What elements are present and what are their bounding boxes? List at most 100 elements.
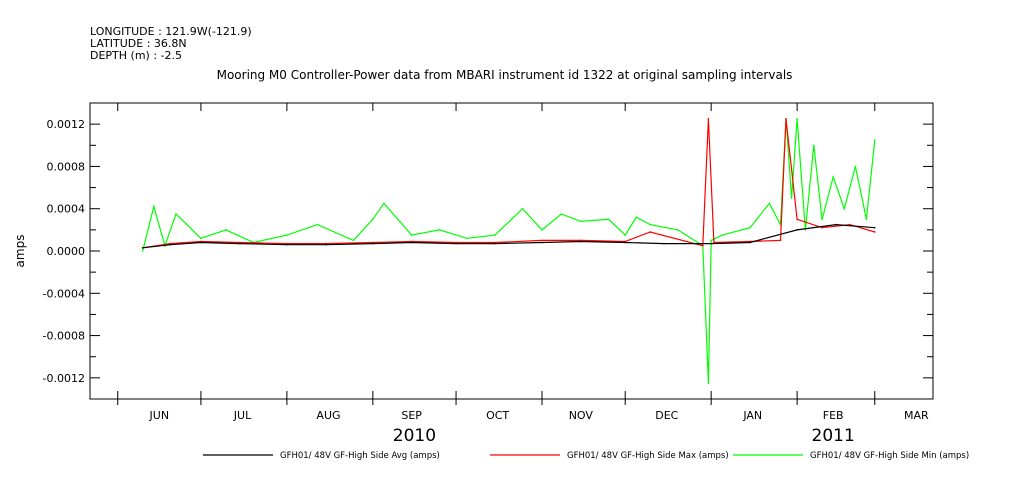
plot-frame xyxy=(89,102,934,400)
x-tick-label: DEC xyxy=(655,409,678,422)
x-tick-label: JAN xyxy=(742,409,762,422)
data-point xyxy=(835,223,837,226)
x-tick-label: SEP xyxy=(401,409,422,422)
chart-title: Mooring M0 Controller-Power data from MB… xyxy=(216,68,793,82)
data-point xyxy=(225,229,227,231)
series-line xyxy=(142,223,875,249)
data-point xyxy=(663,242,665,245)
data-point xyxy=(873,231,876,233)
data-point xyxy=(455,242,457,245)
data-point xyxy=(854,165,857,168)
data-point xyxy=(286,234,288,236)
data-point xyxy=(494,242,496,245)
y-tick-label: -0.0008 xyxy=(43,330,85,343)
y-tick-label: 0.0008 xyxy=(47,160,86,173)
data-point xyxy=(624,241,626,244)
data-point xyxy=(635,216,638,218)
data-point xyxy=(804,229,807,231)
data-point xyxy=(580,220,582,223)
data-point xyxy=(521,207,524,210)
data-point xyxy=(152,205,155,208)
data-point xyxy=(768,202,771,205)
data-point xyxy=(541,241,543,244)
x-tick-label: OCT xyxy=(486,409,509,422)
data-point xyxy=(821,226,823,229)
data-point xyxy=(779,239,782,242)
data-point xyxy=(541,239,543,242)
data-point xyxy=(169,243,172,246)
y-tick-label: 0.0000 xyxy=(47,245,86,258)
data-point xyxy=(865,218,868,221)
data-point xyxy=(372,218,374,221)
x-tick-label: NOV xyxy=(569,409,594,422)
axes: 0.0012 0.0008 0.0004 0.0000 -0.0004 -0.0008 -0… xyxy=(13,102,934,446)
y-tick-label: 0.0012 xyxy=(47,118,86,131)
data-point xyxy=(707,382,710,384)
data-point xyxy=(832,176,834,178)
series-line xyxy=(142,118,875,249)
legend-label: GFH01/ 48V GF-High Side Avg (amps) xyxy=(280,451,440,461)
data-point xyxy=(580,240,582,243)
data-point xyxy=(466,237,468,240)
data-point xyxy=(383,202,385,205)
y-axis-label: amps xyxy=(13,235,27,268)
data-point xyxy=(649,231,651,233)
y-tick-label: -0.0012 xyxy=(43,372,85,385)
data-point xyxy=(352,239,355,242)
data-point xyxy=(324,243,327,246)
data-point xyxy=(286,243,288,246)
data-point xyxy=(200,237,202,240)
data-point xyxy=(141,247,144,249)
x-tick-label: FEB xyxy=(823,409,844,422)
depth-label: DEPTH (m) : -2.5 xyxy=(90,49,183,62)
legend-label: GFH01/ 48V GF-High Side Max (amps) xyxy=(567,451,729,461)
x-tick-label: JUN xyxy=(149,409,170,422)
data-point xyxy=(702,244,704,247)
latitude-label: LATITUDE : 36.8N xyxy=(90,37,187,50)
data-point xyxy=(843,207,846,210)
x-tick-label: MAR xyxy=(904,409,929,422)
data-point xyxy=(494,234,496,236)
data-point xyxy=(238,242,241,245)
data-point xyxy=(410,234,413,236)
data-point xyxy=(873,139,876,141)
x-tick-label: JUL xyxy=(233,409,252,422)
data-point xyxy=(560,213,563,215)
data-point xyxy=(710,242,712,245)
data-point xyxy=(175,213,177,215)
data-point xyxy=(721,234,724,236)
series-line xyxy=(142,118,876,384)
x-tick-label: AUG xyxy=(316,409,340,422)
data-point xyxy=(707,118,710,120)
data-point xyxy=(438,229,441,231)
year-label: 2011 xyxy=(812,426,855,446)
data-point xyxy=(873,226,876,229)
legend: GFH01/ 48V GF-High Side Avg (amps) GFH01/… xyxy=(203,451,969,461)
data-point xyxy=(649,223,651,226)
data-point xyxy=(541,229,543,231)
longitude-label: LONGITUDE : 121.9W(-121.9) xyxy=(90,25,252,38)
legend-label: GFH01/ 48V GF-High Side Min (amps) xyxy=(810,451,969,461)
data-point xyxy=(790,197,793,199)
y-tick-label: 0.0004 xyxy=(47,203,86,216)
data-point xyxy=(849,223,851,226)
data-point xyxy=(410,241,413,244)
data-point xyxy=(812,144,815,147)
data-point xyxy=(316,223,319,226)
data-point xyxy=(749,226,751,229)
data-point xyxy=(785,118,787,120)
year-label: 2010 xyxy=(393,426,436,446)
data-point xyxy=(141,250,144,252)
data-point xyxy=(372,242,374,245)
data-point xyxy=(749,241,751,244)
data-point xyxy=(607,218,610,221)
data-point xyxy=(796,229,798,231)
data-point xyxy=(624,234,626,236)
data-point xyxy=(796,218,798,221)
data-point xyxy=(710,239,712,242)
data-point xyxy=(821,218,823,221)
data-point xyxy=(677,229,679,231)
series-layer xyxy=(141,118,876,384)
data-point xyxy=(796,118,798,120)
